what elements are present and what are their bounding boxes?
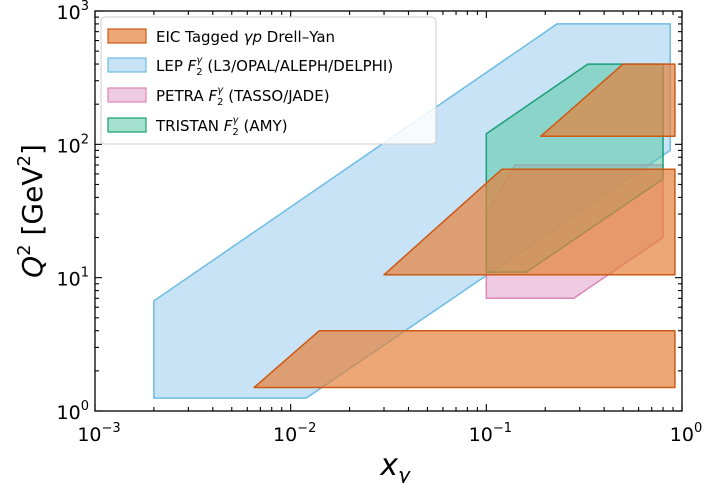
legend-swatch-eic (107, 28, 147, 44)
legend-swatch-lep (107, 57, 147, 73)
x-tick-label: 10−1 (469, 421, 512, 446)
plot-frame (94, 10, 683, 412)
x-axis-label-base: x (379, 448, 398, 483)
tick-labels: 10−3 10−2 10−1 100 100 101 102 103 (57, 0, 703, 446)
legend-entry-tristan: TRISTAN Fγ 2 (AMY) (155, 115, 288, 138)
y-tick-label: 102 (57, 132, 89, 157)
legend-box (100, 16, 437, 145)
region-eic-3 (540, 63, 676, 137)
y-tick-label: 101 (57, 266, 89, 291)
y-axis-label: Q2 [GeV2] (14, 144, 49, 278)
legend-swatch-petra (107, 87, 147, 103)
y-axis-label-unit-open: [GeV (16, 166, 49, 244)
data-regions (153, 23, 676, 399)
legend-entry-petra: PETRA Fγ 2 (TASSO/JADE) (156, 85, 330, 108)
y-axis-label-sup: 2 (14, 244, 35, 255)
x-axis-label-sub: γ (398, 463, 411, 483)
axis-ticks (94, 10, 683, 412)
region-eic-1 (253, 329, 676, 389)
x-tick-label: 10−2 (273, 421, 316, 446)
y-axis-label-unit-close: ] (16, 144, 49, 155)
legend-swatch-tristan (107, 117, 147, 133)
x-tick-label: 100 (670, 421, 702, 446)
y-axis-label-unit-sup: 2 (14, 155, 35, 166)
legend: EIC Tagged γp Drell–Yan LEP Fγ 2 (L3/OPAL… (100, 16, 437, 145)
y-tick-label: 103 (57, 0, 89, 24)
x-tick-label: 10−3 (77, 421, 120, 446)
legend-entry-eic: EIC Tagged γp Drell–Yan (156, 28, 335, 46)
x-axis-label: xγ (379, 448, 411, 483)
region-eic-2 (383, 168, 676, 276)
legend-entry-lep: LEP Fγ 2 (L3/OPAL/ALEPH/DELPHI) (156, 55, 393, 78)
y-tick-label: 100 (57, 399, 89, 424)
y-axis-label-main: Q (16, 256, 49, 278)
